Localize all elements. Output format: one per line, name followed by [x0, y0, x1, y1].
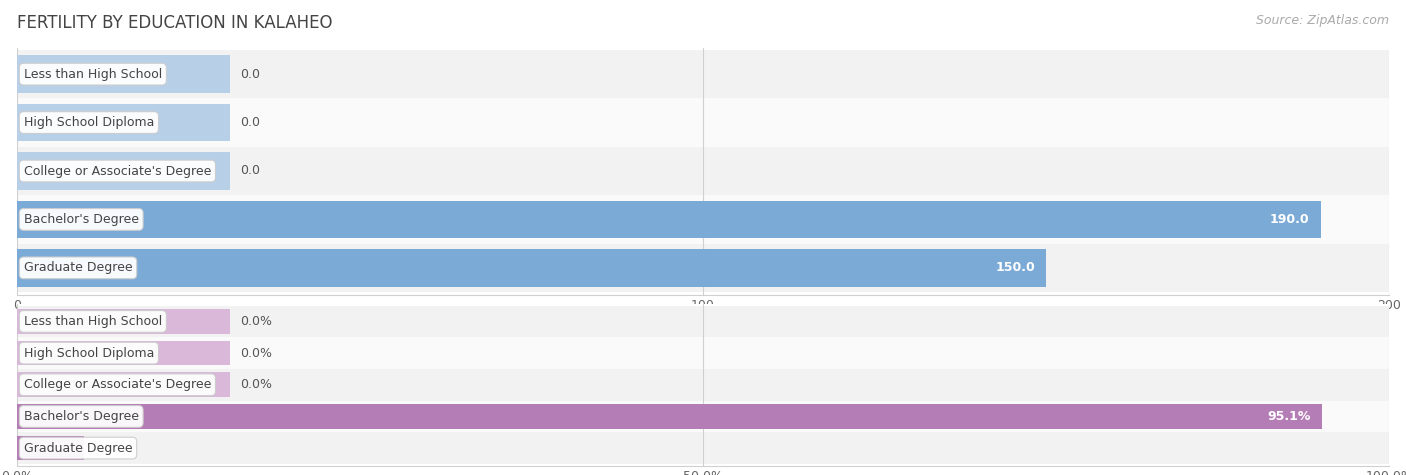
Bar: [17, 147, 1389, 195]
Text: College or Associate's Degree: College or Associate's Degree: [24, 164, 211, 178]
Text: High School Diploma: High School Diploma: [24, 347, 155, 360]
Bar: [17, 152, 229, 190]
Bar: [17, 400, 1389, 432]
Text: FERTILITY BY EDUCATION IN KALAHEO: FERTILITY BY EDUCATION IN KALAHEO: [17, 14, 332, 32]
Text: College or Associate's Degree: College or Associate's Degree: [24, 378, 211, 391]
Bar: [17, 195, 1389, 244]
Text: Less than High School: Less than High School: [24, 315, 162, 328]
Bar: [17, 372, 229, 397]
Bar: [17, 404, 1322, 429]
Bar: [17, 200, 1320, 238]
Text: 0.0%: 0.0%: [240, 347, 273, 360]
Bar: [17, 337, 1389, 369]
Bar: [17, 369, 1389, 400]
Text: 4.9%: 4.9%: [38, 442, 73, 455]
Bar: [17, 55, 229, 93]
Bar: [17, 436, 84, 460]
Text: 0.0%: 0.0%: [240, 378, 273, 391]
Text: 0.0: 0.0: [240, 116, 260, 129]
Text: High School Diploma: High School Diploma: [24, 116, 155, 129]
Bar: [17, 432, 1389, 464]
Text: 190.0: 190.0: [1270, 213, 1309, 226]
Bar: [17, 50, 1389, 98]
Text: Graduate Degree: Graduate Degree: [24, 261, 132, 275]
Text: Graduate Degree: Graduate Degree: [24, 442, 132, 455]
Bar: [17, 244, 1389, 292]
Text: 95.1%: 95.1%: [1268, 410, 1310, 423]
Bar: [17, 98, 1389, 147]
Bar: [17, 249, 1046, 287]
Text: 150.0: 150.0: [995, 261, 1035, 275]
Bar: [17, 309, 229, 334]
Bar: [17, 341, 229, 365]
Text: 0.0%: 0.0%: [240, 315, 273, 328]
Text: Less than High School: Less than High School: [24, 67, 162, 81]
Text: Bachelor's Degree: Bachelor's Degree: [24, 213, 139, 226]
Text: Source: ZipAtlas.com: Source: ZipAtlas.com: [1256, 14, 1389, 27]
Text: 0.0: 0.0: [240, 164, 260, 178]
Text: 0.0: 0.0: [240, 67, 260, 81]
Bar: [17, 305, 1389, 337]
Bar: [17, 104, 229, 142]
Text: Bachelor's Degree: Bachelor's Degree: [24, 410, 139, 423]
